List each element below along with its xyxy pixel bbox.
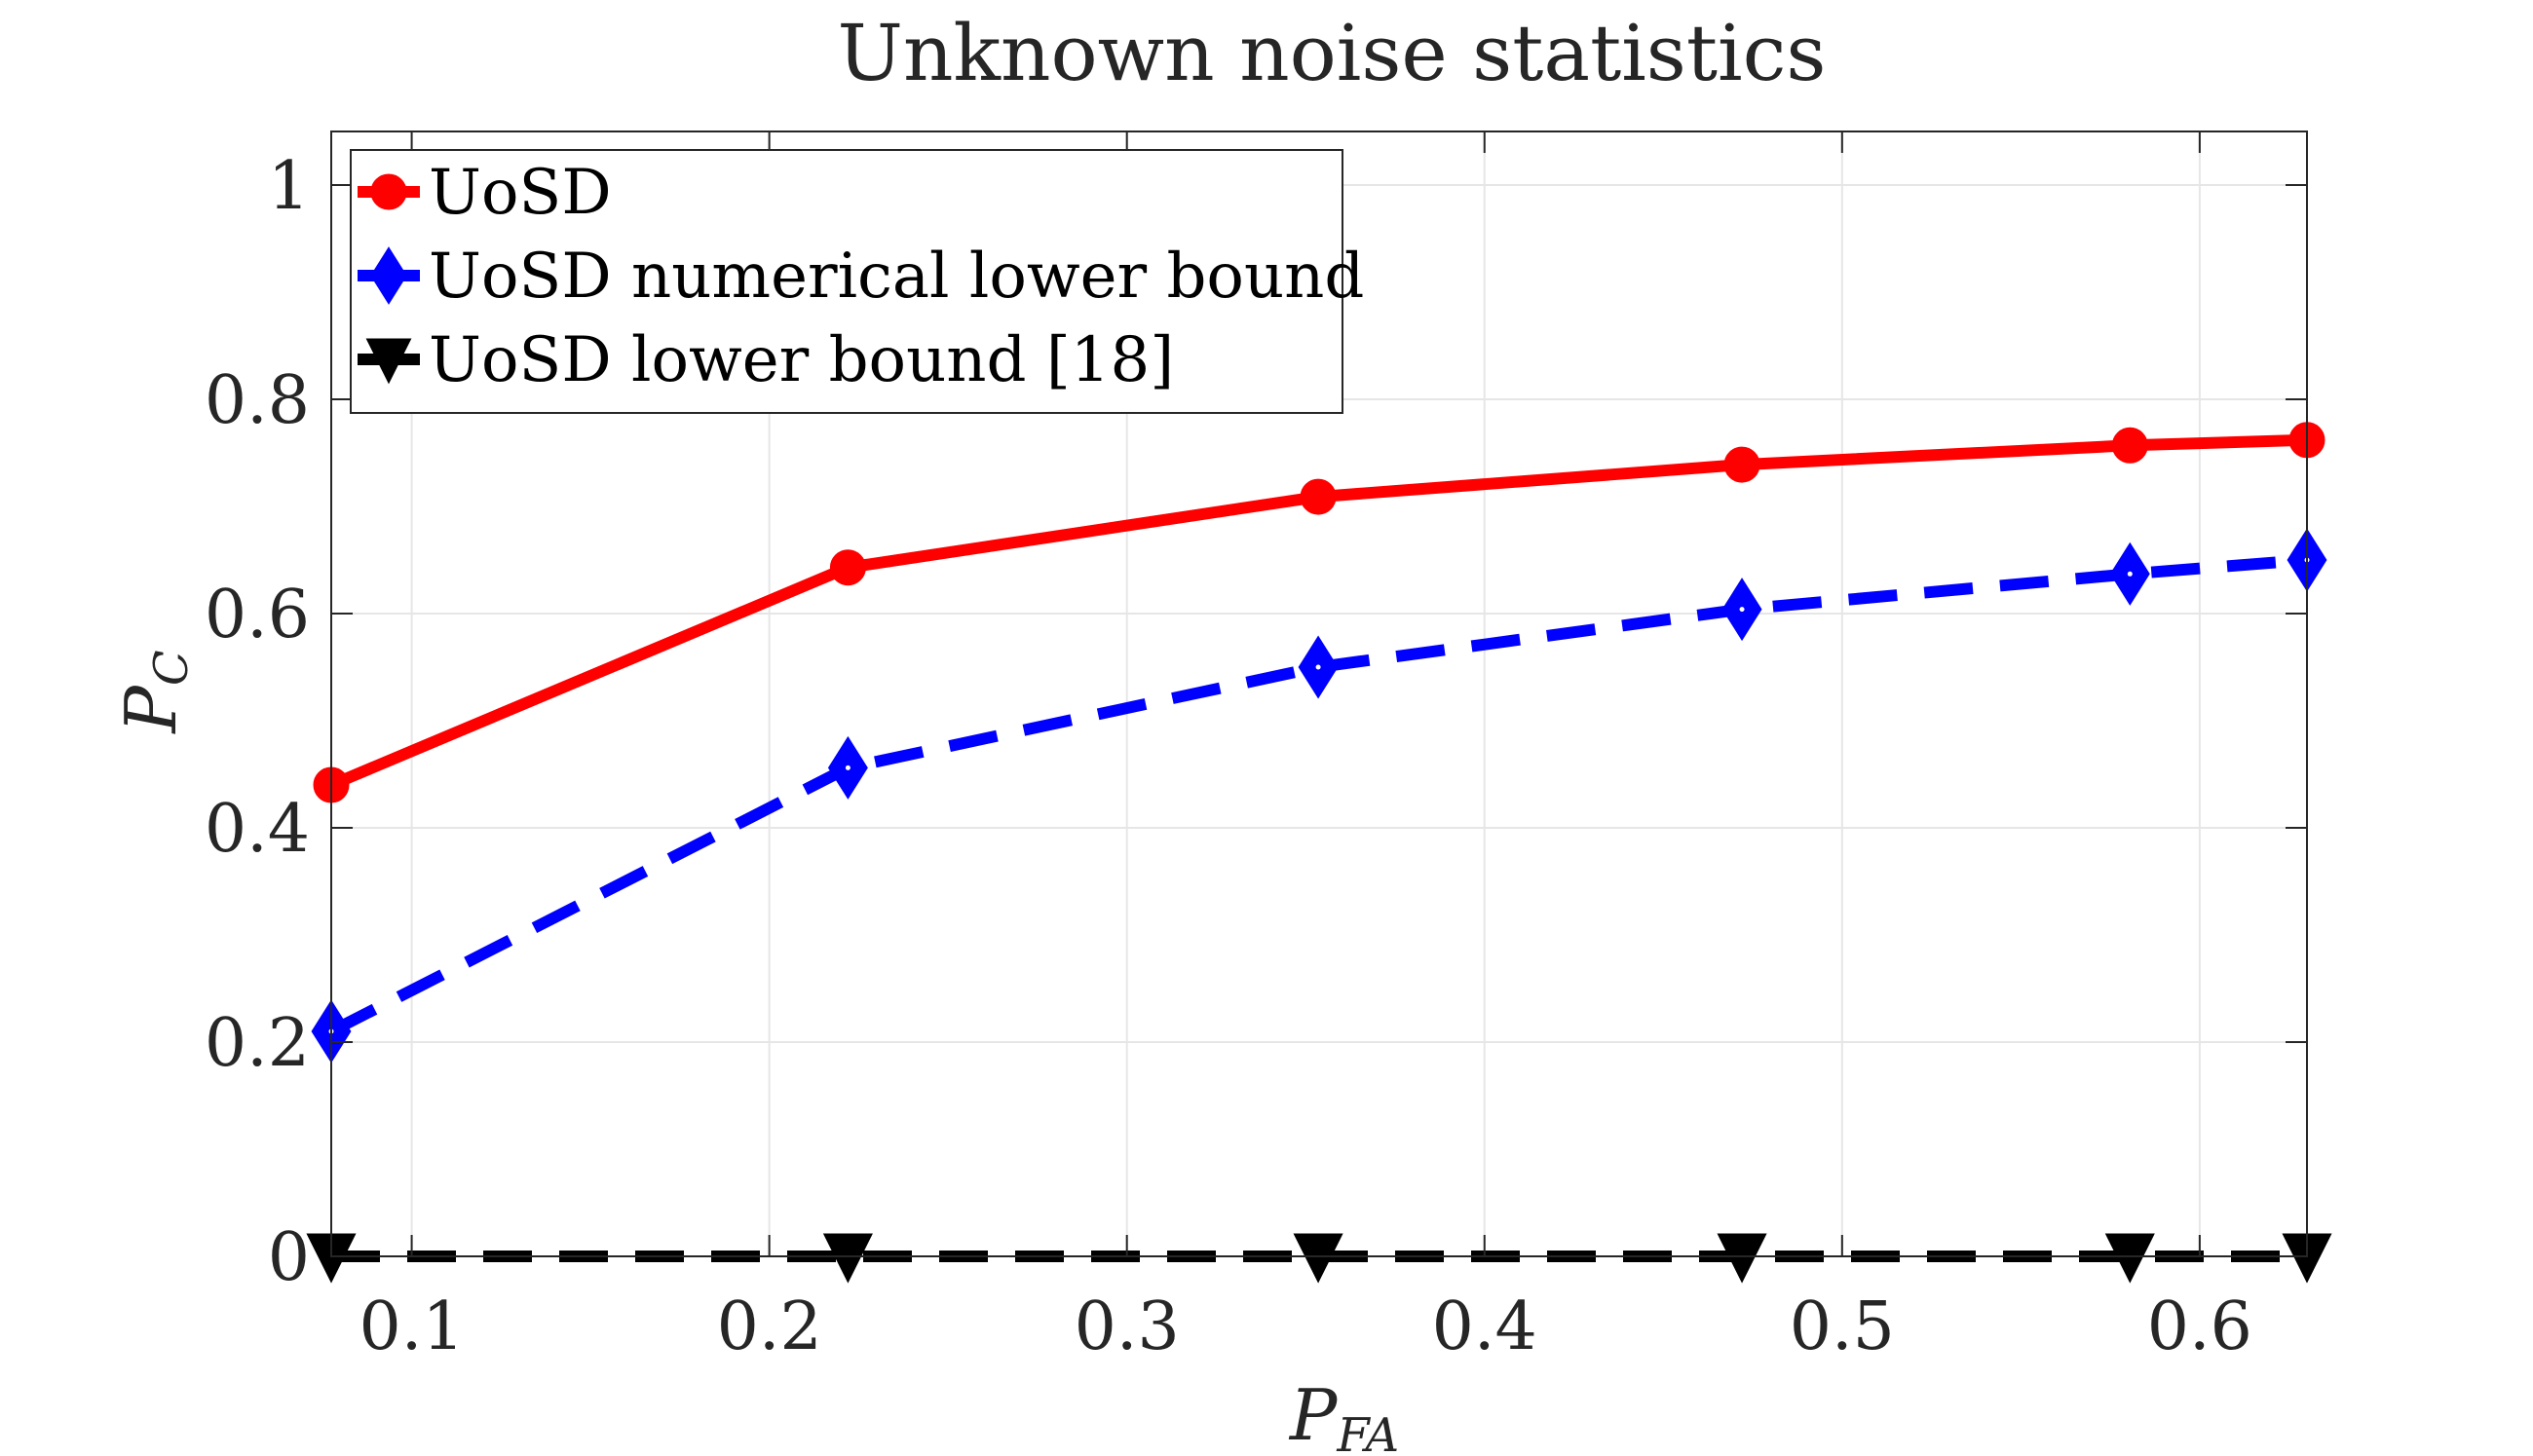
y-tick-label: 0.2 (205, 1005, 310, 1082)
x-axis-label-sub: FA (1336, 1408, 1399, 1456)
y-tick-label: 1 (268, 148, 310, 225)
data-point (1293, 1233, 1343, 1284)
x-tick-label: 0.3 (1075, 1288, 1180, 1365)
x-tick-label: 0.2 (717, 1288, 822, 1365)
legend: UoSD UoSD numerical lower bound UoSD lower… (350, 149, 1364, 414)
data-point (1723, 446, 1760, 483)
y-tick-label: 0 (268, 1219, 310, 1296)
legend-item: UoSD numerical lower bound (358, 241, 1364, 313)
data-point-center (1315, 664, 1321, 670)
legend-marker (370, 173, 407, 210)
data-point-center (2127, 571, 2133, 577)
x-tick-label: 0.5 (1790, 1288, 1895, 1365)
legend-label: UoSD numerical lower bound (429, 241, 1364, 313)
series-line (328, 554, 2308, 1037)
legend-label: UoSD lower bound [18] (429, 324, 1174, 396)
data-point (2104, 1233, 2155, 1284)
y-axis-label-main: P (110, 685, 192, 735)
x-axis-label-main: P (1288, 1374, 1339, 1456)
y-tick-label: 0.4 (205, 791, 310, 868)
y-tick-label: 0.8 (205, 362, 310, 439)
legend-marker (365, 338, 412, 385)
ticks: 0.1 0.2 0.3 0.4 0.5 0.6 0 0.2 0.4 0.6 0.8 1 (205, 131, 2307, 1365)
plot-frame (330, 131, 2308, 1257)
x-tick-label: 0.1 (359, 1288, 465, 1365)
series-1 (313, 422, 2325, 803)
x-tick-label: 0.4 (1432, 1288, 1537, 1365)
data-point (1717, 1233, 1767, 1284)
y-tick-label: 0.6 (205, 577, 310, 653)
data-point (829, 549, 866, 586)
legend-marker (370, 246, 407, 305)
data-point-center (1739, 607, 1745, 613)
data-point (2111, 427, 2148, 464)
data-point (822, 1233, 873, 1284)
data-point-center (845, 765, 851, 770)
legend-box (350, 149, 1343, 414)
legend-item: UoSD lower bound [18] (358, 324, 1174, 396)
legend-label: UoSD (429, 157, 612, 229)
x-axis-label: PFA (1288, 1374, 1399, 1456)
y-axis-label-sub: C (144, 650, 199, 686)
series-line (328, 433, 2308, 791)
legend-item: UoSD (358, 157, 612, 229)
y-axis-label: PC (110, 650, 199, 734)
data-point (1300, 478, 1337, 515)
x-tick-label: 0.6 (2147, 1288, 2252, 1365)
chart-title: Unknown noise statistics (838, 8, 1827, 98)
